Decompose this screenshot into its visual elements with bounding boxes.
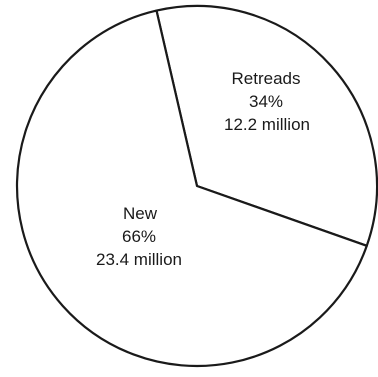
pie-slices xyxy=(15,4,378,368)
slice-label-new-amount: 23.4 million xyxy=(96,250,182,269)
slice-label-retreads-percent: 34% xyxy=(249,92,283,111)
pie-slice-new xyxy=(15,9,368,368)
slice-label-new-name: New xyxy=(123,204,158,223)
pie-slice-labels: Retreads 34% 12.2 million New 66% 23.4 m… xyxy=(96,69,310,269)
slice-label-new-percent: 66% xyxy=(122,227,156,246)
pie-slice-retreads xyxy=(155,4,378,247)
slice-label-retreads-amount: 12.2 million xyxy=(224,115,310,134)
slice-label-retreads-name: Retreads xyxy=(232,69,301,88)
